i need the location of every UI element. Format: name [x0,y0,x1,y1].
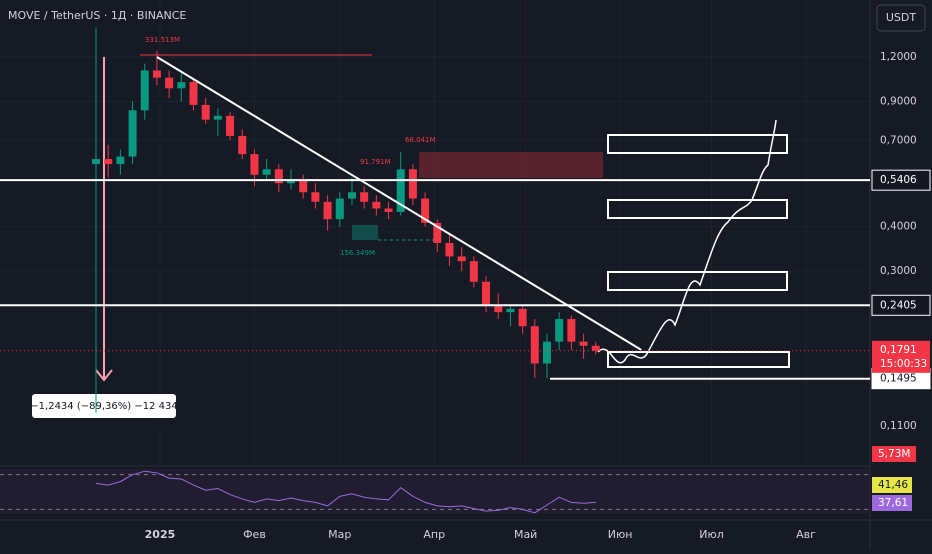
level-label: 0,2405 [880,299,917,311]
currency: USDT [886,11,917,24]
volume-label-bg [872,446,916,462]
candle-body [274,169,283,184]
candle-body [177,82,186,89]
candle-body [104,159,113,165]
level-label-bg [871,169,931,191]
candle-body [433,222,442,243]
candle-body [238,135,247,155]
candle-body [408,169,417,199]
candle-body [445,242,454,257]
countdown: 15:00:33 [880,358,927,370]
candle-body [299,180,308,193]
rsi-label-bg [872,477,912,493]
x-tick-label: Апр [423,528,445,541]
rsi-label: 41,46 [878,479,908,491]
annotation: 331.513M [145,36,180,44]
volume-label: 5,73M [878,448,910,460]
candle-body [226,115,235,136]
y-tick-label: 0,7000 [880,134,917,146]
candle-body [152,70,161,78]
candle-body [201,104,210,120]
candle-body [360,192,369,202]
x-tick-label: Май [514,528,537,541]
candle-body [591,345,600,351]
level-label-bg [871,294,931,316]
zone [352,225,378,240]
candle-body [213,115,222,120]
candle-body [165,77,174,89]
candle-body [311,192,320,202]
x-tick-label: 2025 [145,528,176,541]
measure-label: −1,2434 (−89,36%) −12 434 [30,401,177,412]
candle-body [506,308,515,313]
candle-body [384,208,393,212]
x-tick-label: Авг [796,528,816,541]
x-tick-label: Фев [243,528,266,541]
candle-body [555,319,564,342]
x-tick-label: Июл [699,528,724,541]
candle-body [530,326,539,364]
candle-body [323,201,332,220]
rsi-line [95,470,596,514]
candle-body [579,341,588,346]
measure-arrow-head [95,369,113,382]
annotation: 68.041M [405,136,436,144]
level-label: 0,1495 [880,373,917,385]
candle-body [457,256,466,262]
y-tick-label: 0,3000 [880,265,917,277]
candle-body [542,341,551,364]
candle-body [250,154,259,175]
candle-body [494,305,503,313]
last-price-bg [872,340,930,373]
trendline [156,56,642,351]
candle-body [335,198,344,220]
candle-body [140,70,149,111]
y-tick-label: 0,9000 [880,95,917,107]
candle-body [469,261,478,282]
annotation: 91.791M [360,158,391,166]
candle-body [91,159,100,165]
annotation: 156.349M [340,249,375,257]
y-tick-label: 0,1100 [880,420,917,432]
y-tick-label: 0,4000 [880,221,917,233]
rsi-ma-label: 37,61 [878,497,908,509]
rsi-ma-label-bg [872,495,912,511]
last-price: 0,1791 [880,344,917,356]
measure-box [32,394,176,418]
candle-body [189,82,198,105]
zone [419,152,603,178]
candle-body [396,169,405,212]
chart-title: MOVE / TetherUS · 1Д · BINANCE [8,9,186,22]
level-label: 0,5406 [880,174,917,186]
x-tick-label: Мар [328,528,351,541]
rsi-band [0,469,870,514]
candle-body [421,198,430,223]
candle-body [287,180,296,184]
candle-body [372,201,381,209]
candle-body [347,192,356,199]
projection-path [597,119,777,364]
candle-body [128,110,137,157]
candle-body [567,319,576,342]
x-tick-label: Июн [608,528,633,541]
y-tick-label: 1,2000 [880,51,917,63]
candle-body [116,156,125,165]
candle-body [482,281,491,306]
candle-body [518,308,527,327]
target-boxes [607,134,790,368]
candle-body [262,169,271,175]
currency-button[interactable] [876,4,926,32]
